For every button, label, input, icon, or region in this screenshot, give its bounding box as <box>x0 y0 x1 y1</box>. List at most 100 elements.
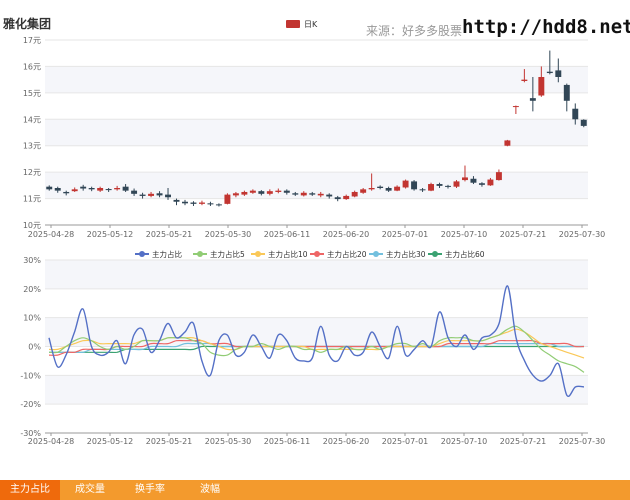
y-tick-label: 30% <box>23 256 41 265</box>
candle <box>63 190 70 196</box>
candle <box>478 182 485 187</box>
x-tick-label: 2025-07-21 <box>500 437 547 446</box>
candle-body <box>80 186 87 189</box>
candle <box>385 186 392 192</box>
candle-body <box>445 185 451 187</box>
candle-body <box>46 186 53 190</box>
x-tick-label: 2025-05-12 <box>87 437 134 446</box>
candle-body <box>63 191 70 194</box>
candle-body <box>198 202 205 204</box>
candle <box>207 201 214 206</box>
candle <box>198 200 205 206</box>
candle-body <box>249 190 256 193</box>
candle <box>131 188 138 196</box>
candle-body <box>266 191 273 194</box>
grid-band <box>45 172 588 199</box>
legend-marker <box>255 251 261 257</box>
candle <box>241 190 248 196</box>
candle-body <box>105 189 112 191</box>
candle <box>470 176 477 185</box>
site-url[interactable]: http://hdd8.net <box>462 16 630 38</box>
y-tick-label: 14元 <box>23 115 41 124</box>
candle <box>377 185 384 190</box>
candle-body <box>436 184 443 186</box>
candle <box>580 119 587 128</box>
legend-label-dayk: 日K <box>304 20 318 29</box>
candle-body <box>173 199 180 202</box>
candle <box>411 180 418 191</box>
candle-body <box>572 108 579 120</box>
candle-body <box>377 186 384 188</box>
tab-turnover[interactable]: 换手率 <box>135 484 165 495</box>
candle <box>173 198 180 206</box>
candle <box>343 194 350 200</box>
candle-body <box>232 193 239 196</box>
candle <box>283 189 290 195</box>
stock-name: 雅化集团 <box>3 17 52 31</box>
tab-main-force-ratio[interactable]: 主力占比 <box>0 480 60 500</box>
candle <box>139 192 146 199</box>
x-tick-label: 2025-04-28 <box>28 437 75 446</box>
candle <box>190 201 197 206</box>
candle-body <box>326 194 333 197</box>
y-tick-label: 11元 <box>23 195 41 204</box>
candle-body <box>207 203 214 205</box>
candle <box>54 186 61 193</box>
x-tick-label: 2025-06-11 <box>264 437 311 446</box>
candle <box>148 191 155 198</box>
y-tick-label: 20% <box>23 285 41 294</box>
candle-body <box>546 71 553 74</box>
candle <box>529 77 536 112</box>
candle <box>563 83 570 112</box>
candle-body <box>538 77 545 96</box>
candle-body <box>156 193 163 196</box>
legend-label: 主力占比20 <box>327 249 367 259</box>
candle <box>326 193 333 199</box>
candle <box>572 103 579 125</box>
candle <box>521 69 528 83</box>
legend-marker <box>432 251 438 257</box>
x-tick-label: 2025-07-10 <box>441 437 488 446</box>
candle-body <box>54 188 61 191</box>
candle <box>512 105 519 114</box>
candle <box>360 188 367 194</box>
candle-body <box>385 188 392 191</box>
candle-body <box>453 181 460 187</box>
x-tick-label: 2025-05-30 <box>205 230 252 239</box>
tab-volume[interactable]: 成交量 <box>75 484 105 495</box>
candle-body <box>529 98 536 101</box>
candle-body <box>241 191 248 195</box>
candle-body <box>521 79 528 81</box>
y-tick-label: -20% <box>20 400 41 409</box>
candle-body <box>182 201 188 204</box>
candle-body <box>563 84 570 101</box>
candle <box>300 191 307 197</box>
candle-body <box>190 202 197 204</box>
candle-body <box>131 190 138 194</box>
candle-body <box>504 140 511 146</box>
candle <box>122 184 129 192</box>
candle <box>292 191 299 196</box>
candle <box>232 191 239 198</box>
tab-amplitude[interactable]: 波幅 <box>200 484 220 495</box>
candle-body <box>462 177 468 181</box>
candle <box>428 182 435 192</box>
y-tick-label: 15元 <box>23 89 41 98</box>
candle-body <box>309 193 316 195</box>
candle <box>453 180 460 188</box>
candle <box>555 58 562 83</box>
x-tick-label: 2025-07-01 <box>382 437 429 446</box>
candle-body <box>402 180 409 188</box>
y-tick-label: 12元 <box>23 168 41 177</box>
candle <box>538 66 545 97</box>
candle-body <box>487 179 494 186</box>
candle-body <box>224 194 231 204</box>
candlestick-chart: 10元 11元 12元 13元 14元 15元 16元 17元 2025-04-28 2025-0… <box>23 20 605 239</box>
grid-band <box>45 119 588 146</box>
candle-body <box>71 189 78 192</box>
candle-body <box>148 193 155 196</box>
y-tick-label: 13元 <box>23 142 41 151</box>
candle-body <box>512 106 519 108</box>
candle <box>445 184 451 189</box>
candle-body <box>343 195 350 200</box>
